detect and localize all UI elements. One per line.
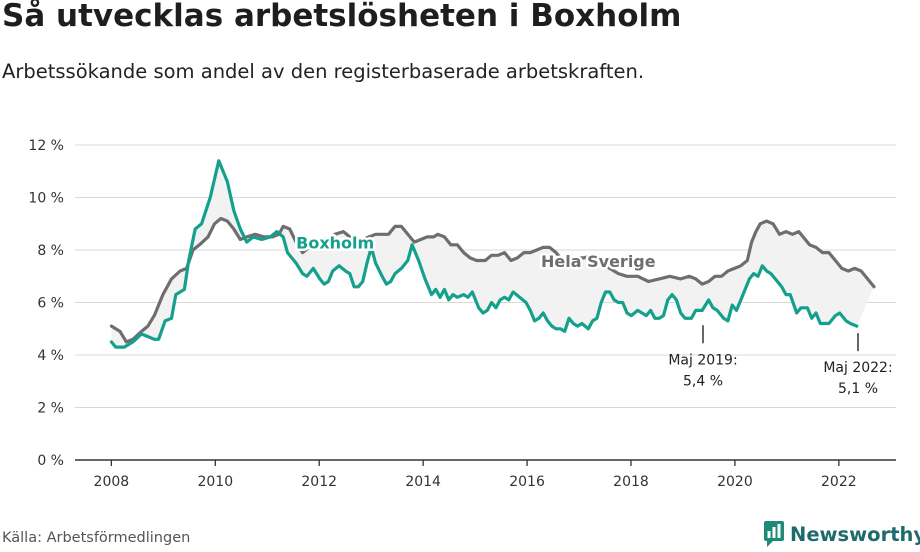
y-tick-label: 12 % <box>28 138 64 154</box>
axis-layer: 2008 2010 2012 2014 2016 2018 2020 2022 <box>75 459 896 490</box>
annotation-value: 5,1 % <box>838 381 878 397</box>
x-tick-label: 2012 <box>301 474 337 490</box>
newsworthy-logo-icon <box>764 521 784 547</box>
brand-name: Newsworthy <box>790 522 920 546</box>
chart-subtitle: Arbetssökande som andel av den registerb… <box>2 60 645 83</box>
x-tick-label: 2010 <box>197 474 233 490</box>
x-tick-label: 2022 <box>821 474 857 490</box>
x-tick-label: 2020 <box>717 474 753 490</box>
difference-band <box>111 160 874 348</box>
annotation-value: 5,4 % <box>683 373 723 389</box>
y-tick-label: 8 % <box>37 243 64 259</box>
x-tick-label: 2014 <box>405 474 441 490</box>
annotation-label: Maj 2019: <box>668 352 737 368</box>
label-layer: Boxholm Hela Sverige <box>294 231 659 273</box>
x-tick-label: 2018 <box>613 474 649 490</box>
annotation-label: Maj 2022: <box>823 360 892 376</box>
y-tick-label: 2 % <box>37 401 64 417</box>
annotation-layer: Maj 2019: 5,4 % Maj 2022: 5,1 % <box>668 325 893 397</box>
series-label-boxholm: Boxholm <box>296 234 374 253</box>
source-note: Källa: Arbetsförmedlingen <box>2 530 191 546</box>
brand-logo[interactable]: Newsworthy <box>764 519 920 549</box>
grid-layer: 0 % 2 % 4 % 6 % 8 % 10 % 12 % <box>28 138 896 469</box>
chart-title: Så utvecklas arbetslösheten i Boxholm <box>2 0 682 34</box>
y-tick-label: 0 % <box>37 453 64 469</box>
y-tick-label: 4 % <box>37 348 64 364</box>
y-tick-label: 6 % <box>37 296 64 312</box>
series-label-hela-sverige: Hela Sverige <box>541 252 656 271</box>
x-tick-label: 2008 <box>94 474 130 490</box>
y-tick-label: 10 % <box>28 191 64 207</box>
x-tick-label: 2016 <box>509 474 545 490</box>
series-line-boxholm <box>109 159 859 349</box>
